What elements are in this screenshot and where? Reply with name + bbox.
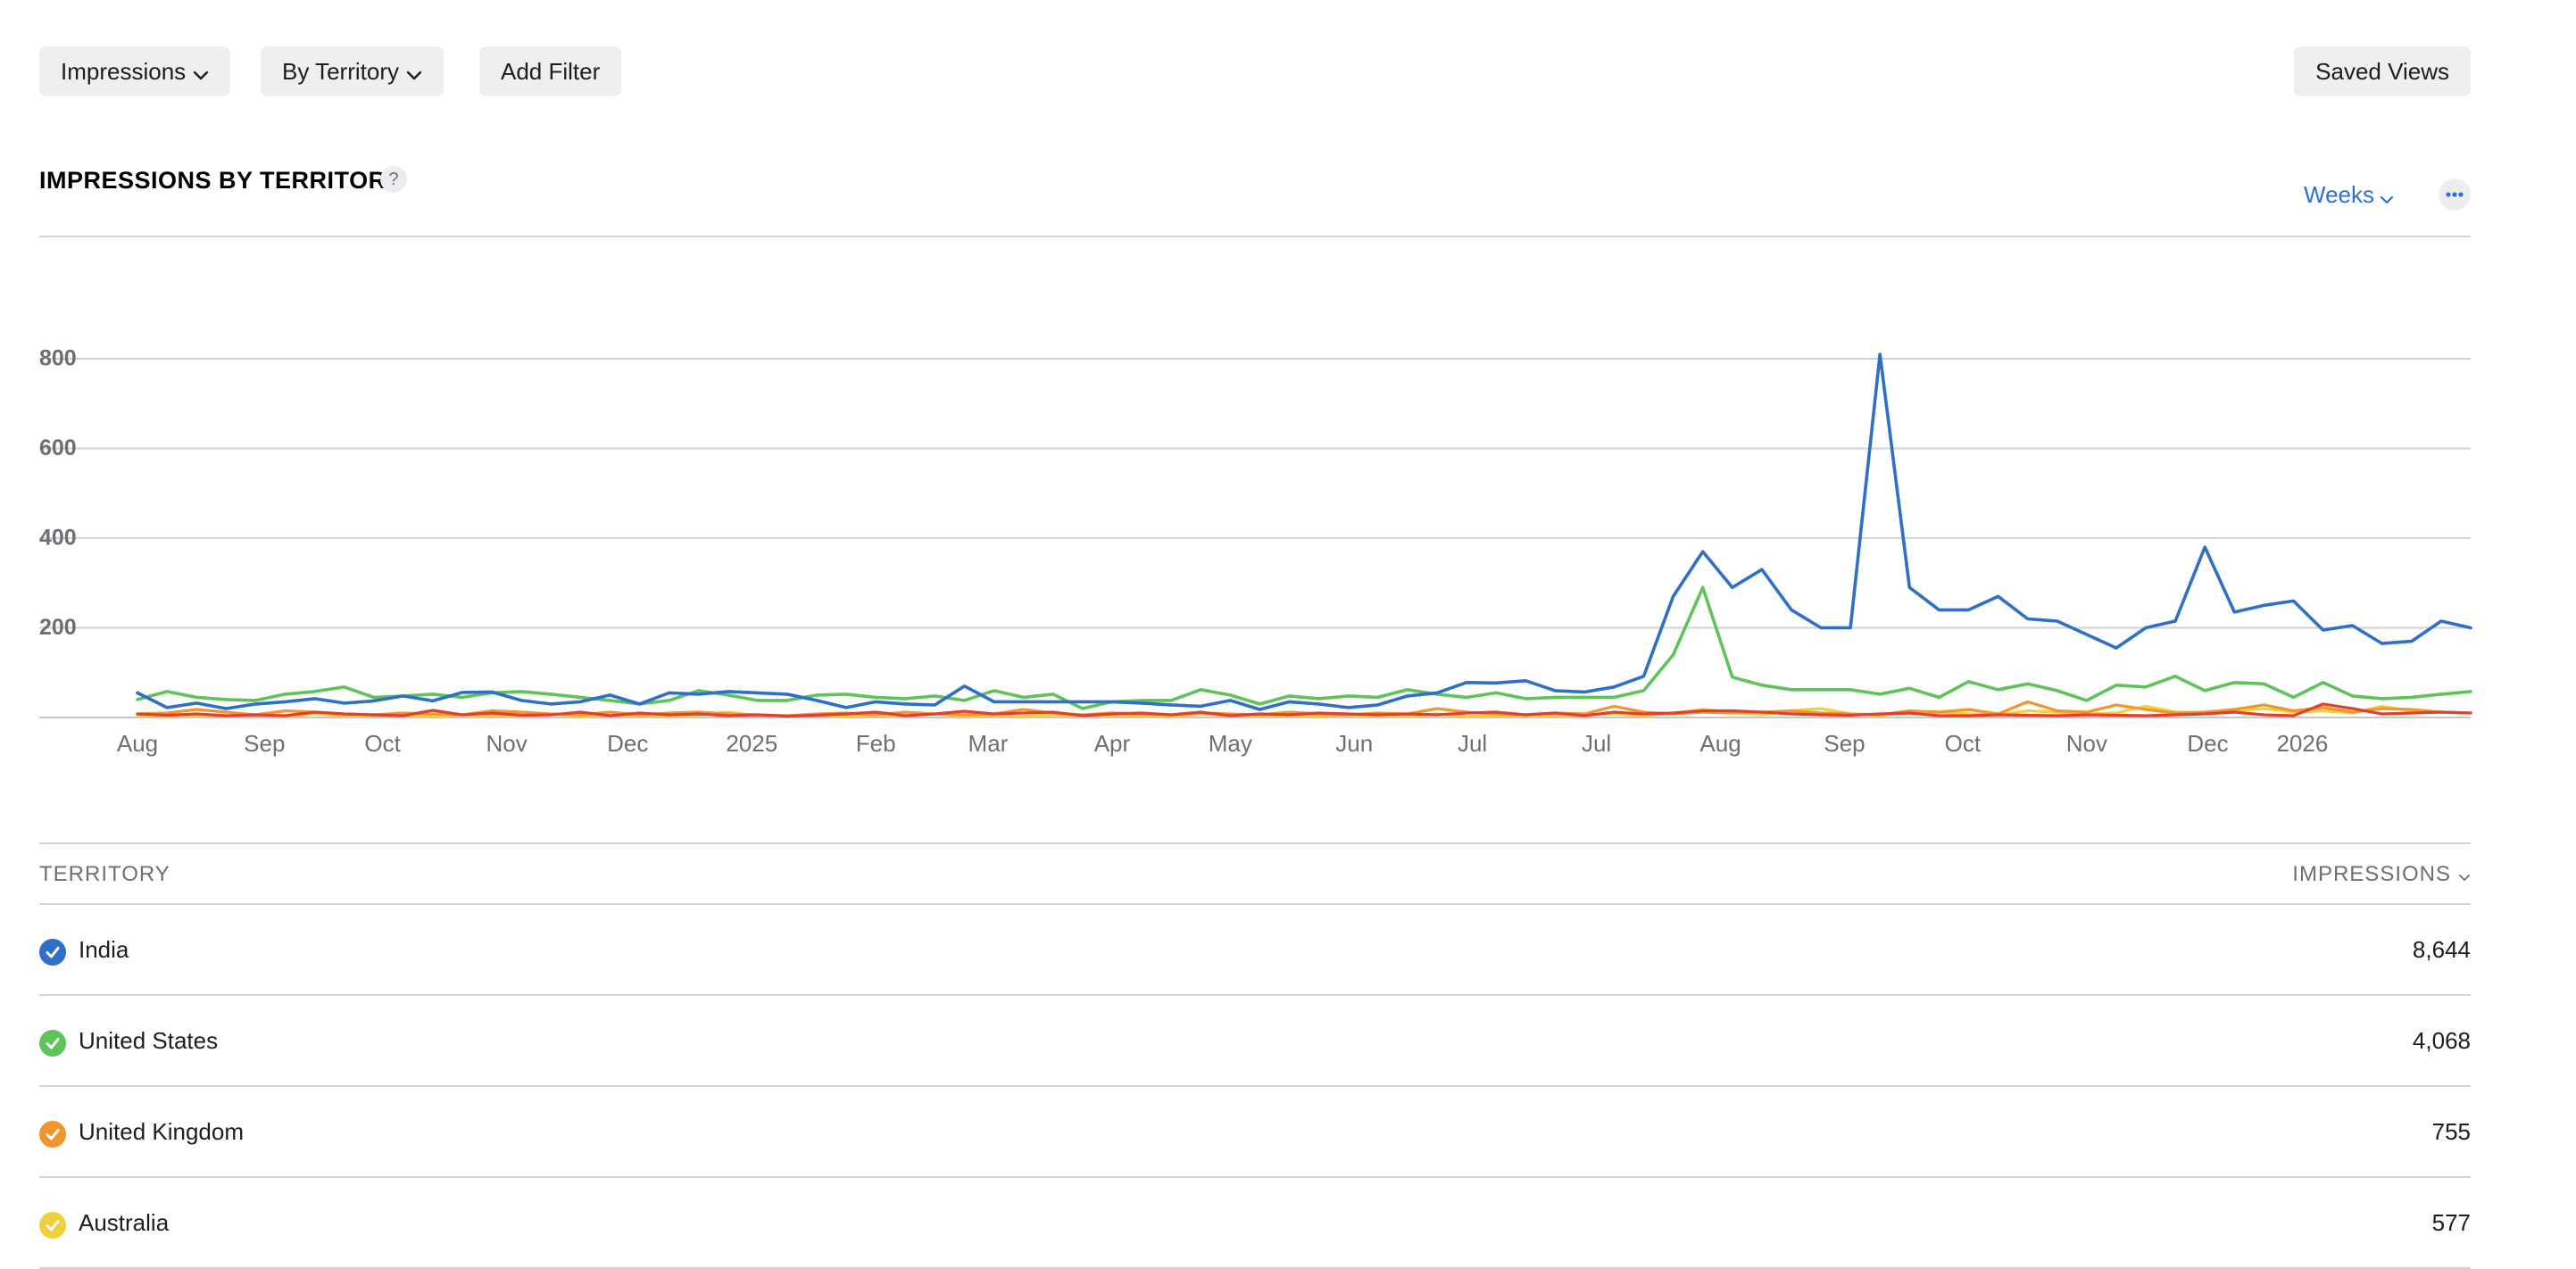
impressions-value: 577 bbox=[2431, 1209, 2471, 1236]
chevron-down-icon bbox=[2380, 180, 2394, 212]
x-tick-label: Sep bbox=[244, 730, 285, 757]
add-filter-button[interactable]: Add Filter bbox=[479, 46, 622, 96]
x-tick-label: Jun bbox=[1335, 730, 1373, 757]
x-tick-label: Dec bbox=[607, 730, 648, 757]
series-line-india[interactable] bbox=[136, 352, 2472, 711]
x-tick-label: Apr bbox=[1094, 730, 1131, 757]
impressions-value: 4,068 bbox=[2412, 1027, 2471, 1054]
period-dropdown[interactable]: Weeks bbox=[2304, 178, 2394, 212]
x-tick-label: Feb bbox=[856, 730, 896, 757]
toolbar: Impressions By Territory Add Filter Save… bbox=[39, 46, 2471, 96]
metric-dropdown[interactable]: Impressions bbox=[39, 46, 231, 98]
x-tick-label: Oct bbox=[1945, 730, 1982, 757]
y-axis-ticks: 200 400 600 800 bbox=[39, 346, 77, 641]
chevron-down-icon bbox=[193, 48, 209, 98]
x-tick-label: Nov bbox=[2066, 730, 2107, 757]
more-options-icon[interactable] bbox=[2439, 178, 2471, 211]
x-tick-label: Oct bbox=[364, 730, 401, 757]
add-filter-label: Add Filter bbox=[501, 58, 601, 85]
table-row[interactable]: United States 4,068 bbox=[39, 996, 2471, 1087]
x-axis-ticks: Aug Sep Oct Nov Dec 2025 Feb Mar Apr May Jun Jul Jul… bbox=[117, 730, 2328, 757]
territory-name: United States bbox=[79, 1027, 219, 1054]
x-tick-label: Aug bbox=[117, 730, 158, 757]
table-row[interactable]: United Kingdom 755 bbox=[39, 1087, 2471, 1178]
x-tick-label: 2025 bbox=[726, 730, 777, 757]
impressions-value: 8,644 bbox=[2412, 936, 2471, 963]
y-tick-label: 400 bbox=[39, 526, 77, 551]
territory-column-header[interactable]: TERRITORY bbox=[39, 862, 170, 886]
territory-name: Australia bbox=[79, 1209, 170, 1236]
table-body: India 8,644 United States 4,068 United Kingd… bbox=[39, 905, 2471, 1269]
chart-header: IMPRESSIONS BY TERRITORY ? Weeks bbox=[39, 164, 2471, 218]
chart-title: IMPRESSIONS BY TERRITORY bbox=[39, 167, 403, 194]
grid-lines bbox=[39, 236, 2471, 718]
checkmark-icon[interactable] bbox=[39, 1212, 66, 1239]
x-tick-label: Nov bbox=[486, 730, 527, 757]
territory-name: United Kingdom bbox=[79, 1118, 244, 1145]
territory-table: TERRITORY IMPRESSIONS India 8,644 United S… bbox=[39, 842, 2471, 1269]
series-line-other[interactable] bbox=[136, 702, 2472, 718]
x-tick-label: Aug bbox=[1699, 730, 1741, 757]
checkmark-icon[interactable] bbox=[39, 1121, 66, 1148]
x-tick-label: Mar bbox=[968, 730, 1009, 757]
territory-name: India bbox=[79, 936, 129, 963]
group-by-dropdown-label: By Territory bbox=[282, 58, 399, 85]
impressions-value: 755 bbox=[2431, 1118, 2471, 1145]
x-tick-label: 2026 bbox=[2276, 730, 2328, 757]
x-tick-label: Jul bbox=[1582, 730, 1611, 757]
impressions-column-label: IMPRESSIONS bbox=[2292, 862, 2451, 886]
series-lines bbox=[136, 352, 2472, 718]
saved-views-label: Saved Views bbox=[2315, 58, 2449, 85]
metric-dropdown-label: Impressions bbox=[61, 58, 187, 85]
x-tick-label: Jul bbox=[1458, 730, 1487, 757]
group-by-dropdown[interactable]: By Territory bbox=[261, 46, 444, 96]
table-row[interactable]: India 8,644 bbox=[39, 905, 2471, 996]
series-line-united-states[interactable] bbox=[136, 585, 2472, 710]
y-tick-label: 600 bbox=[39, 435, 77, 460]
y-tick-label: 800 bbox=[39, 346, 77, 371]
chevron-down-icon bbox=[406, 48, 422, 98]
period-dropdown-label: Weeks bbox=[2304, 181, 2374, 208]
checkmark-icon[interactable] bbox=[39, 1030, 66, 1057]
table-header: TERRITORY IMPRESSIONS bbox=[39, 842, 2471, 905]
x-tick-label: Sep bbox=[1824, 730, 1865, 757]
impressions-column-header[interactable]: IMPRESSIONS bbox=[2292, 844, 2471, 906]
x-tick-label: Dec bbox=[2187, 730, 2228, 757]
saved-views-button[interactable]: Saved Views bbox=[2294, 46, 2471, 96]
checkmark-icon[interactable] bbox=[39, 939, 66, 966]
table-row[interactable]: Australia 577 bbox=[39, 1178, 2471, 1269]
chevron-down-icon bbox=[2458, 845, 2471, 906]
y-tick-label: 200 bbox=[39, 615, 77, 640]
help-icon[interactable]: ? bbox=[380, 166, 407, 193]
impressions-line-chart: 200 400 600 800 Aug Sep Oct Nov Dec 2025 Feb Mar Ap… bbox=[39, 236, 2472, 757]
x-tick-label: May bbox=[1209, 730, 1252, 757]
